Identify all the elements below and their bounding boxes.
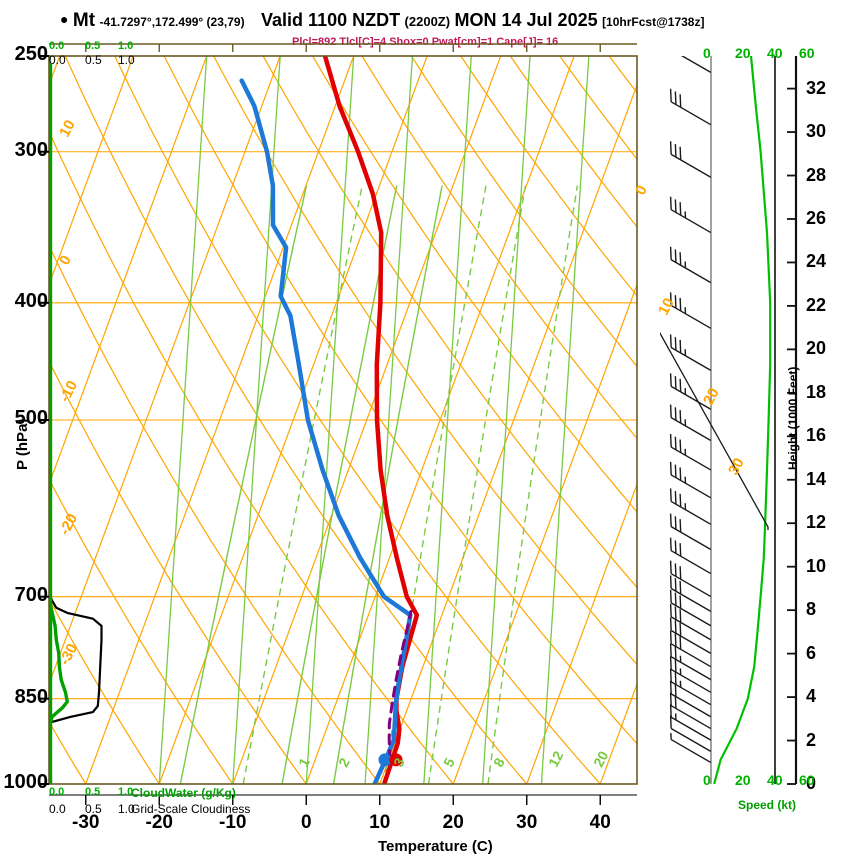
station-coords: -41.7297°,172.499° (23,79) [99,15,245,29]
station-dot-icon: ● [60,11,69,27]
height-axis-label: Height (1000 Feet) [786,366,800,470]
speed-axis-label: Speed (kt) [738,798,797,812]
forecast-tag: [10hrFcst@1738z] [602,15,705,29]
valid-utc: (2200Z) [404,14,451,29]
station-name: Mt [72,10,96,31]
stability-indices: Plcl=892 Tlcl[C]=4 Shox=0 Pwat[cm]=1 Cap… [292,36,559,48]
pressure-axis-label: P (hPa) [14,418,31,470]
header-line: ● Mt -41.7297°,172.499° (23,79) Valid 11… [60,10,704,32]
cloudwater-axis-label: CloudWater (g/Kg) [131,786,236,800]
valid-date: MON 14 Jul 2025 [454,10,598,30]
cloudiness-axis-label: Grid-Scale Cloudiness [131,802,251,816]
temperature-axis-label: Temperature (C) [378,838,493,855]
valid-time: Valid 1100 NZDT [261,10,401,30]
